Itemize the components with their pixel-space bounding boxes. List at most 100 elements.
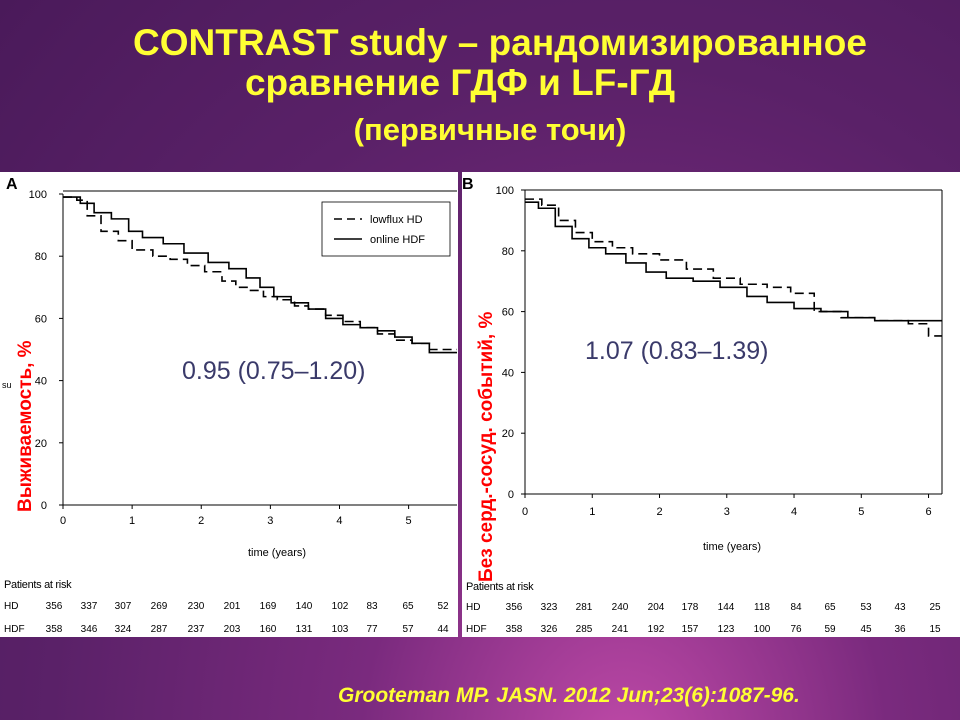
at-risk-cell: 323 (541, 602, 558, 613)
at-risk-row-label: HD (4, 601, 18, 612)
at-risk-cell: 76 (790, 624, 802, 635)
x-tick-label: 3 (724, 506, 730, 518)
at-risk-cell: 337 (81, 601, 98, 612)
y-tick-label: 20 (502, 428, 514, 440)
y-tick-label: 0 (508, 489, 514, 501)
y-tick-label: 100 (496, 185, 514, 197)
citation: Grooteman MP. JASN. 2012 Jun;23(6):1087-… (338, 684, 800, 707)
x-axis-label: time (years) (703, 541, 761, 553)
y-tick-label: 100 (29, 189, 47, 201)
at-risk-cell: 281 (576, 602, 593, 613)
at-risk-cell: 25 (929, 602, 941, 613)
x-tick-label: 3 (267, 515, 273, 527)
panel-letter: A (6, 176, 18, 193)
at-risk-cell: 346 (81, 624, 98, 635)
at-risk-cell: 103 (332, 624, 349, 635)
at-risk-cell: 285 (576, 624, 593, 635)
at-risk-header: Patients at risk (466, 581, 534, 593)
at-risk-row-label: HDF (466, 624, 487, 635)
x-tick-label: 1 (589, 506, 595, 518)
at-risk-cell: 241 (612, 624, 629, 635)
at-risk-cell: 45 (860, 624, 872, 635)
at-risk-cell: 102 (332, 601, 349, 612)
slide-title-line-1: CONTRAST study – рандомизированное (133, 22, 867, 63)
y-tick-label: 40 (502, 367, 514, 379)
at-risk-cell: 43 (894, 602, 906, 613)
at-risk-cell: 192 (648, 624, 665, 635)
y-tick-label: 40 (35, 376, 47, 388)
at-risk-cell: 356 (46, 601, 63, 612)
x-tick-label: 5 (406, 515, 412, 527)
at-risk-cell: 65 (402, 601, 414, 612)
at-risk-cell: 15 (929, 624, 941, 635)
at-risk-cell: 123 (718, 624, 735, 635)
y-tick-label: 60 (502, 307, 514, 319)
y-tick-label: 20 (35, 438, 47, 450)
y-tick-label: 80 (502, 246, 514, 258)
at-risk-cell: 144 (718, 602, 735, 613)
at-risk-cell: 169 (260, 601, 277, 612)
at-risk-cell: 52 (437, 601, 449, 612)
at-risk-cell: 326 (541, 624, 558, 635)
panel-letter: B (462, 176, 474, 193)
at-risk-cell: 100 (754, 624, 771, 635)
x-tick-label: 4 (336, 515, 342, 527)
x-tick-label: 1 (129, 515, 135, 527)
at-risk-cell: 57 (402, 624, 414, 635)
x-tick-label: 6 (925, 506, 931, 518)
at-risk-cell: 131 (296, 624, 313, 635)
at-risk-cell: 230 (188, 601, 205, 612)
legend-box (321, 201, 451, 257)
at-risk-cell: 269 (151, 601, 168, 612)
at-risk-cell: 358 (506, 624, 523, 635)
series-line-lowflux-hd (525, 198, 942, 337)
x-axis-label: time (years) (248, 547, 306, 559)
legend-label: lowflux HD (370, 214, 423, 226)
at-risk-cell: 358 (46, 624, 63, 635)
at-risk-cell: 287 (151, 624, 168, 635)
y-tick-label: 80 (35, 251, 47, 263)
at-risk-cell: 356 (506, 602, 523, 613)
at-risk-cell: 178 (682, 602, 699, 613)
at-risk-cell: 118 (754, 602, 770, 613)
at-risk-row-label: HD (466, 602, 480, 613)
at-risk-cell: 83 (366, 601, 378, 612)
x-tick-label: 5 (858, 506, 864, 518)
slide-subtitle: (первичные точи) (353, 112, 627, 147)
panel-b-cv-events-chart: 0 20 40 60 80 100 0 1 2 3 4 5 6 time (years) B 1.07 (0.… (462, 172, 960, 637)
series-line-online-hdf (63, 196, 457, 354)
at-risk-cell: 59 (824, 624, 836, 635)
at-risk-cell: 84 (790, 602, 802, 613)
at-risk-cell: 201 (224, 601, 241, 612)
overlay-y-axis-label: Выживаемость, % (15, 340, 36, 512)
slide-title-line-2: сравнение ГДФ и LF-ГД (244, 62, 676, 103)
hazard-ratio-annotation: 0.95 (0.75–1.20) (182, 357, 365, 385)
overlay-y-axis-label: Без серд.-сосуд. событий, % (476, 312, 497, 582)
x-tick-label: 2 (198, 515, 204, 527)
at-risk-header: Patients at risk (4, 579, 72, 591)
at-risk-cell: 307 (115, 601, 132, 612)
at-risk-cell: 240 (612, 602, 629, 613)
at-risk-cell: 36 (894, 624, 906, 635)
x-tick-label: 4 (791, 506, 797, 518)
at-risk-cell: 324 (115, 624, 132, 635)
y-tick-label: 60 (35, 313, 47, 325)
at-risk-cell: 204 (648, 602, 665, 613)
at-risk-row-label: HDF (4, 624, 25, 635)
at-risk-cell: 65 (824, 602, 836, 613)
at-risk-cell: 44 (437, 624, 449, 635)
x-tick-label: 2 (656, 506, 662, 518)
x-tick-label: 0 (60, 515, 66, 527)
y-tick-label: 0 (41, 500, 47, 512)
at-risk-cell: 53 (860, 602, 872, 613)
x-tick-label: 0 (522, 506, 528, 518)
at-risk-cell: 140 (296, 601, 313, 612)
series-line-online-hdf (525, 201, 942, 322)
y-axis-label-fragment: su (2, 380, 12, 390)
at-risk-cell: 157 (682, 624, 699, 635)
legend-label: online HDF (370, 234, 425, 246)
at-risk-cell: 237 (188, 624, 205, 635)
at-risk-cell: 77 (366, 624, 378, 635)
